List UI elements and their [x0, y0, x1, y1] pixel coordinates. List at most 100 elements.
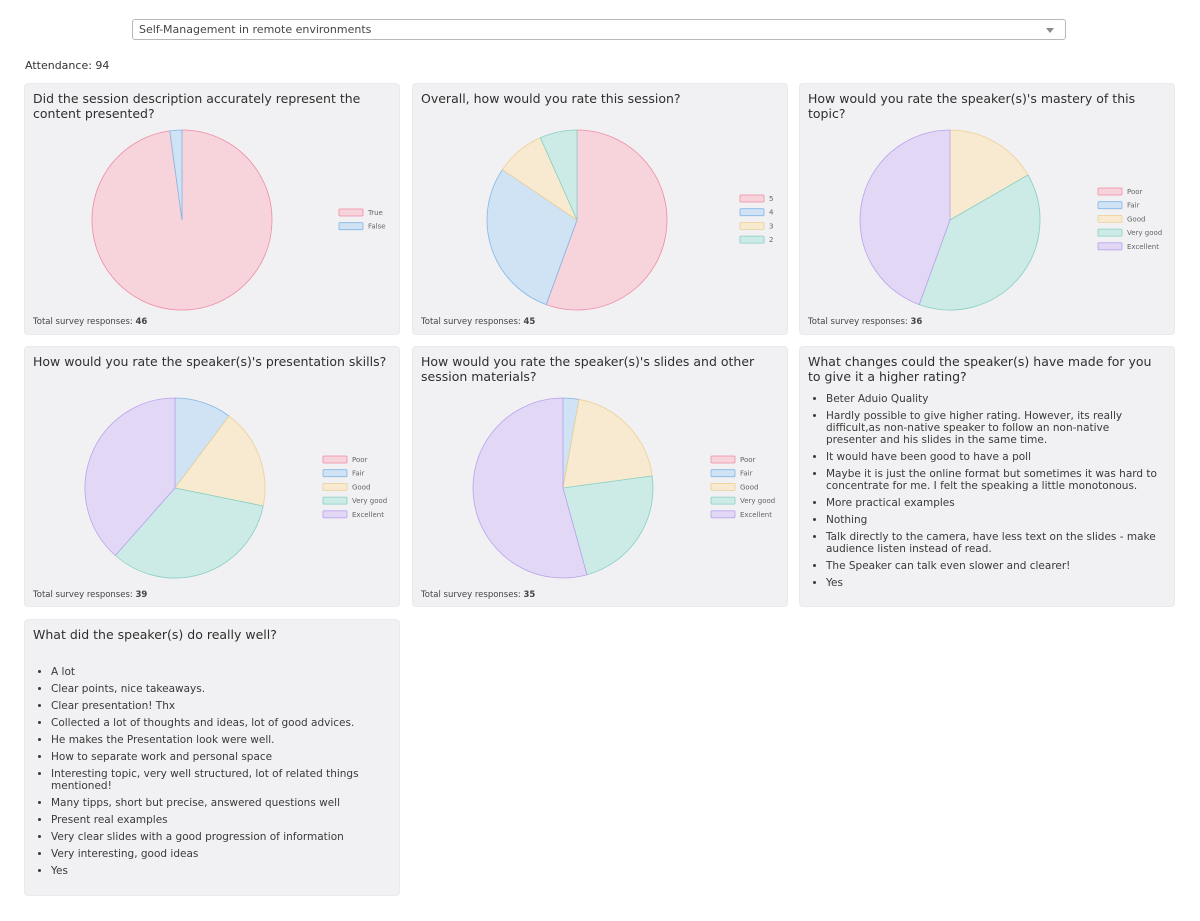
chart-card-description-accuracy: Did the session description accurately r… [25, 84, 399, 334]
attendance-value: 94 [95, 59, 110, 72]
pie-slice-good [174, 415, 266, 507]
total-responses: Total survey responses: 36 [808, 317, 922, 327]
legend-label: 4 [769, 209, 774, 217]
legend-label: 3 [769, 222, 773, 230]
chart-card-mastery: How would you rate the speaker(s)'s mast… [800, 84, 1174, 334]
legend-label: 5 [769, 195, 773, 203]
chevron-down-icon[interactable] [1046, 28, 1054, 33]
legend-label: Excellent [352, 511, 384, 519]
legend-label: Fair [740, 470, 753, 478]
answer-item: He makes the Presentation look were well… [51, 734, 387, 746]
legend-swatch [322, 496, 348, 505]
answer-item: Yes [826, 577, 1162, 589]
answer-item: Yes [51, 865, 387, 877]
total-responses: Total survey responses: 46 [33, 317, 147, 327]
legend-label: Poor [1127, 188, 1143, 196]
answer-item: Clear presentation! Thx [51, 700, 387, 712]
legend-label: Poor [740, 456, 756, 464]
chart-title: How would you rate the speaker(s)'s pres… [33, 354, 387, 369]
changes-title: What changes could the speaker(s) have m… [808, 354, 1152, 384]
pie-chart: Poor Fair Good Very good Excellent [84, 397, 387, 579]
legend-swatch [322, 455, 348, 464]
answer-item: The Speaker can talk even slower and cle… [826, 560, 1162, 572]
total-responses: Total survey responses: 45 [421, 317, 535, 327]
legend-swatch [1097, 228, 1123, 237]
legend-label: 2 [769, 236, 773, 244]
legend-swatch [322, 510, 348, 519]
answer-item: Talk directly to the camera, have less t… [826, 531, 1162, 555]
answer-item: Very clear slides with a good progressio… [51, 831, 387, 843]
pie-slice-excellent [472, 397, 588, 579]
legend-label: Good [1127, 215, 1145, 223]
pie-slice-false [169, 129, 183, 221]
chart-title: How would you rate the speaker(s)'s slid… [421, 354, 755, 384]
session-select[interactable]: Self-Management in remote environments [132, 19, 1066, 40]
answer-item: Hardly possible to give higher rating. H… [826, 410, 1162, 446]
chart-card-presentation-skills: How would you rate the speaker(s)'s pres… [25, 347, 399, 606]
total-responses: Total survey responses: 39 [33, 590, 147, 600]
total-responses-value: 39 [135, 590, 148, 600]
total-responses-value: 35 [523, 590, 536, 600]
pie-slice-very-good [918, 174, 1041, 311]
well-title: What did the speaker(s) do really well? [33, 627, 277, 642]
answer-item: How to separate work and personal space [51, 751, 387, 763]
answer-item: Maybe it is just the online format but s… [826, 468, 1162, 492]
pie-chart: 5 4 3 2 [486, 129, 774, 311]
total-responses-label: Total survey responses: [421, 317, 521, 327]
legend-swatch [322, 469, 348, 478]
legend-label: Excellent [740, 511, 772, 519]
total-responses-label: Total survey responses: [33, 590, 133, 600]
legend-label: False [368, 223, 386, 231]
chart-title: Did the session description accurately r… [33, 91, 361, 121]
pie-slice-very-good [114, 487, 264, 579]
answer-item: Interesting topic, very well structured,… [51, 768, 387, 792]
legend-swatch [739, 194, 765, 203]
legend-label: Poor [352, 456, 368, 464]
answer-item: Present real examples [51, 814, 387, 826]
answer-item: Clear points, nice takeaways. [51, 683, 387, 695]
legend-swatch [1097, 242, 1123, 251]
total-responses-value: 36 [910, 317, 923, 327]
pie-slice-very-good [562, 475, 654, 576]
legend-swatch [1097, 201, 1123, 210]
pie-slice-excellent [859, 129, 951, 306]
pie-slice-5 [545, 129, 668, 311]
legend-swatch [1097, 214, 1123, 223]
pie-slice-4 [486, 169, 578, 306]
answer-item: Many tipps, short but precise, answered … [51, 797, 387, 809]
legend-label: Excellent [1127, 243, 1159, 251]
total-responses: Total survey responses: 35 [421, 590, 535, 600]
legend-label: Very good [352, 497, 387, 505]
total-responses-label: Total survey responses: [421, 590, 521, 600]
pie-slice-good [562, 398, 653, 489]
total-responses-value: 45 [523, 317, 536, 327]
session-select-value: Self-Management in remote environments [139, 23, 372, 36]
changes-list: Beter Aduio Quality Hardly possible to gi… [808, 393, 1162, 594]
legend-swatch [739, 235, 765, 244]
legend-swatch [1097, 187, 1123, 196]
pie-slice-excellent [84, 397, 176, 556]
legend-swatch [710, 469, 736, 478]
legend-swatch [338, 222, 364, 231]
chart-card-overall-rating: Overall, how would you rate this session… [413, 84, 787, 334]
legend-swatch [739, 221, 765, 230]
total-responses-value: 46 [135, 317, 148, 327]
legend-label: Good [352, 483, 370, 491]
answer-item: A lot [51, 666, 387, 678]
pie-chart: True False [91, 129, 386, 311]
legend-swatch [322, 482, 348, 491]
attendance: Attendance: 94 [25, 59, 109, 72]
answer-item: Very interesting, good ideas [51, 848, 387, 860]
total-responses-label: Total survey responses: [33, 317, 133, 327]
chart-title: How would you rate the speaker(s)'s mast… [808, 91, 1136, 121]
answer-item: It would have been good to have a poll [826, 451, 1162, 463]
answer-item: Nothing [826, 514, 1162, 526]
attendance-label: Attendance: [25, 59, 92, 72]
legend-label: Fair [1127, 202, 1140, 210]
changes-card: What changes could the speaker(s) have m… [800, 347, 1174, 606]
legend-label: Very good [1127, 229, 1162, 237]
legend-swatch [710, 455, 736, 464]
chart-card-slides-materials: How would you rate the speaker(s)'s slid… [413, 347, 787, 606]
answer-item: More practical examples [826, 497, 1162, 509]
legend-label: True [367, 209, 383, 217]
